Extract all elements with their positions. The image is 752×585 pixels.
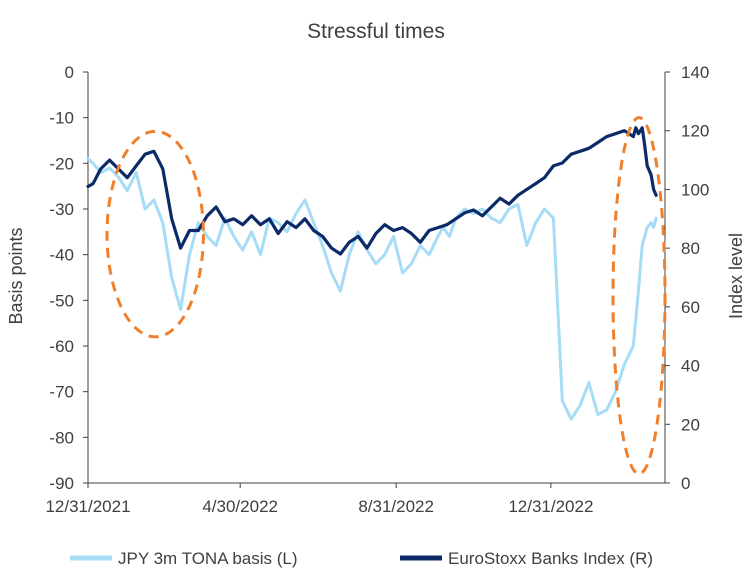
y-right-tick-label: 0 xyxy=(681,474,690,493)
y-right-tick-label: 40 xyxy=(681,357,700,376)
y-left-tick-label: -60 xyxy=(49,337,74,356)
series-line-banks xyxy=(86,126,658,256)
legend: JPY 3m TONA basis (L) EuroStoxx Banks In… xyxy=(70,549,653,568)
y-left-tick-label: 0 xyxy=(65,63,74,82)
axes-group: 0 -10 -20 -30 -40 -50 -60 -70 -80 -90 140 120 100 80 6… xyxy=(45,63,709,516)
y-left-tick-label: -20 xyxy=(49,154,74,173)
series-layer xyxy=(86,126,658,421)
y-right-tick-label: 20 xyxy=(681,415,700,434)
y-right-tick-label: 100 xyxy=(681,180,709,199)
y-left-tick-label: -30 xyxy=(49,200,74,219)
y-left-tick-label: -50 xyxy=(49,291,74,310)
y-left-tick-label: -40 xyxy=(49,246,74,265)
series-line-tona xyxy=(86,157,658,421)
y-right-tick-label: 80 xyxy=(681,239,700,258)
y-left-tick-label: -90 xyxy=(49,474,74,493)
x-tick-label: 12/31/2022 xyxy=(508,497,593,516)
y-left-tick-label: -70 xyxy=(49,383,74,402)
annotation-layer xyxy=(105,116,667,476)
y-right-tick-label: 140 xyxy=(681,63,709,82)
y-left-tick-label: -80 xyxy=(49,428,74,447)
x-tick-label: 4/30/2022 xyxy=(202,497,278,516)
legend-label-tona: JPY 3m TONA basis (L) xyxy=(118,549,298,568)
y-axis-left-title: Basis points xyxy=(6,227,26,324)
highlight-ellipse-2 xyxy=(611,116,667,476)
legend-label-banks: EuroStoxx Banks Index (R) xyxy=(448,549,653,568)
y-axis-right-title: Index level xyxy=(726,233,746,319)
x-tick-label: 12/31/2021 xyxy=(45,497,130,516)
y-right-tick-label: 60 xyxy=(681,298,700,317)
highlight-ellipse-1 xyxy=(105,129,205,339)
y-right-tick-label: 120 xyxy=(681,122,709,141)
chart-title: Stressful times xyxy=(307,20,445,43)
x-tick-label: 8/31/2022 xyxy=(358,497,434,516)
y-left-tick-label: -10 xyxy=(49,109,74,128)
